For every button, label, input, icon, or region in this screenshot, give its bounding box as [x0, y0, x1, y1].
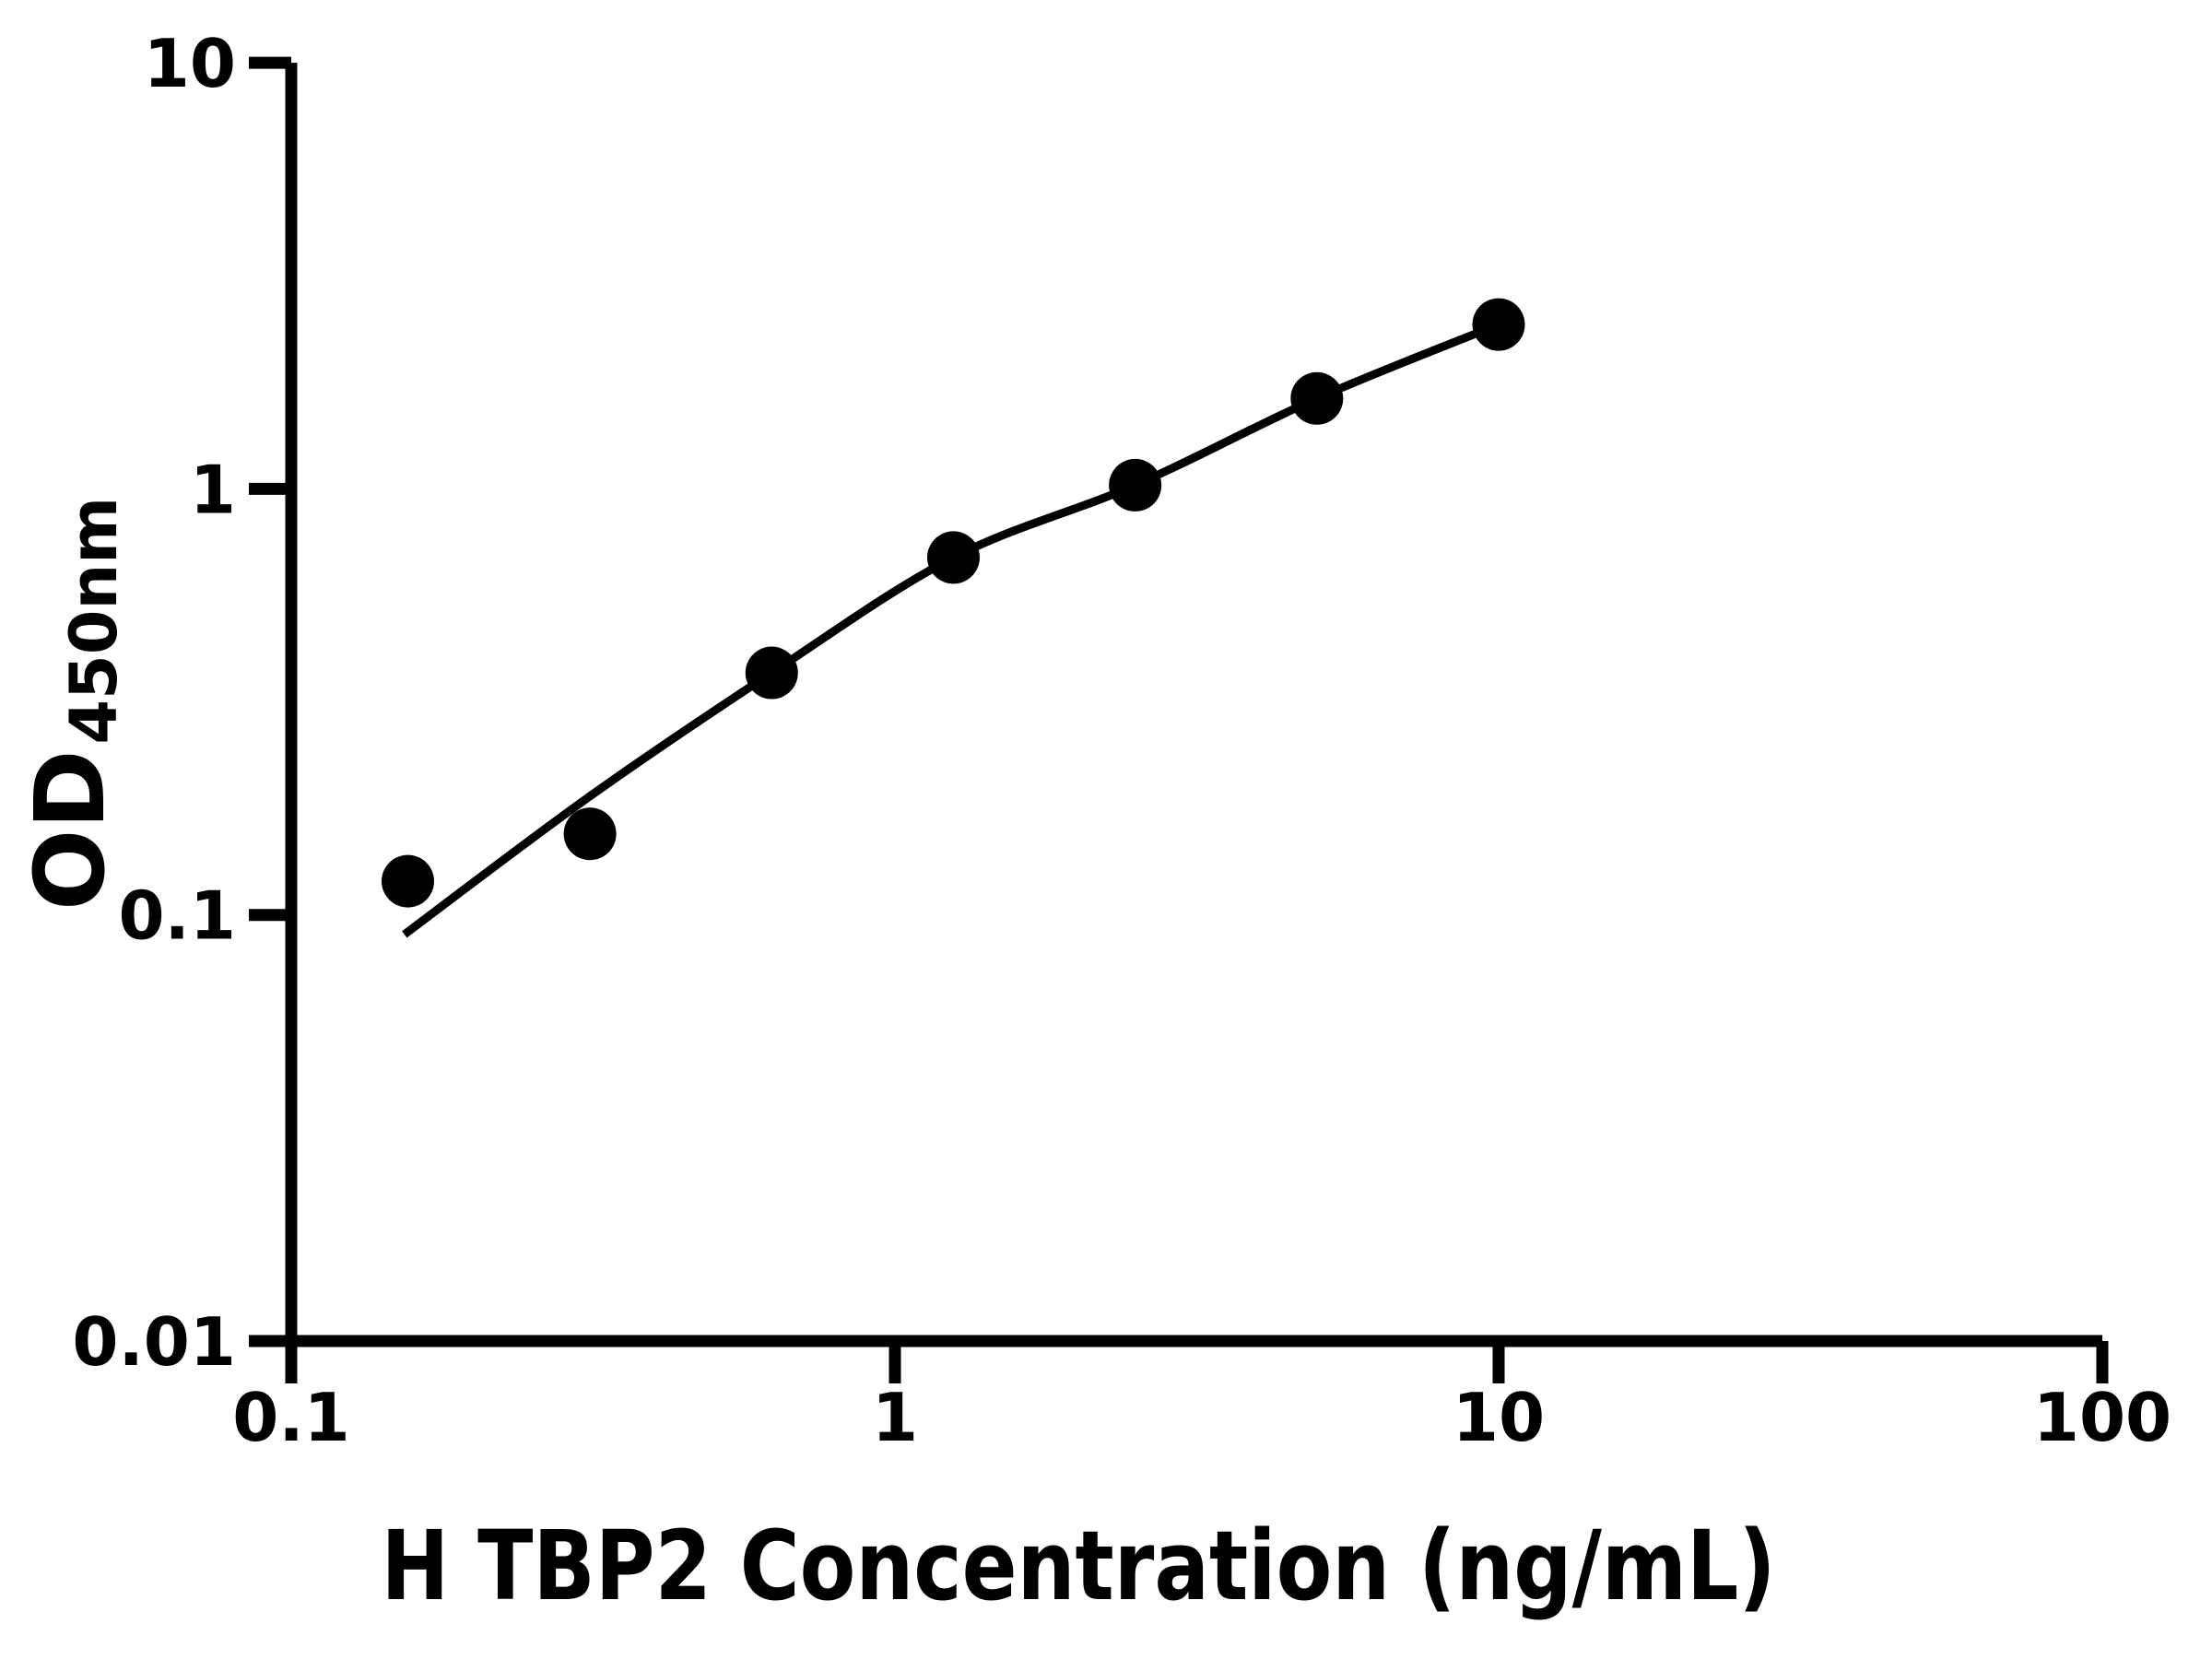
data-point: [745, 646, 798, 700]
data-point: [1472, 298, 1525, 351]
data-points: [381, 298, 1525, 908]
x-axis-title: H TBP2 Concentration (ng/mL): [381, 1510, 1775, 1622]
x-tick-label: 100: [2033, 1379, 2171, 1456]
y-axis-title-subscript: 450nm: [56, 497, 132, 745]
x-tick-label: 0.1: [232, 1379, 350, 1456]
y-tick-label: 10: [144, 25, 236, 102]
data-point: [563, 807, 617, 861]
tick-marks: [249, 56, 2109, 1383]
data-point: [1109, 458, 1162, 512]
x-tick-label: 10: [1453, 1379, 1545, 1456]
x-tick-label: 1: [872, 1379, 918, 1456]
data-point: [926, 531, 980, 584]
y-tick-label: 0.1: [118, 877, 236, 955]
y-axis-title: OD 450nm: [14, 497, 132, 911]
y-axis-title-main: OD: [14, 749, 126, 911]
data-point: [381, 854, 434, 908]
axes: [285, 63, 2102, 1347]
y-tick-label: 1: [190, 451, 236, 528]
data-point: [1290, 371, 1344, 425]
y-tick-label: 0.01: [72, 1303, 236, 1381]
axis-spines: [285, 63, 2102, 1347]
